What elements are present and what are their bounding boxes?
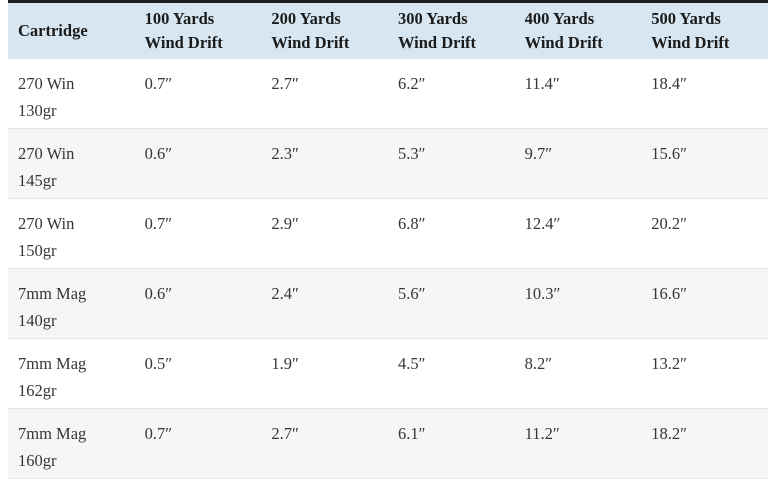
column-header-line1: 100 Yards (144, 9, 215, 28)
cartridge-name: 270 Win (18, 74, 75, 93)
column-header-line2: Wind Drift (397, 33, 477, 52)
value-cell-300-yards: 6.8″ (397, 214, 426, 233)
cartridge-cell: 270 Win 150gr (8, 199, 135, 269)
value-cell-500-yards: 20.2″ (651, 214, 688, 233)
value-cell-400-yards: 10.3″ (524, 284, 561, 303)
value-cell-100-yards: 0.7″ (144, 74, 173, 93)
cartridge-name: 7mm Mag (18, 284, 87, 303)
value-cell-100-yards: 0.5″ (144, 354, 173, 373)
cartridge-cell: 7mm Mag 162gr (8, 339, 135, 409)
cartridge-weight: 145gr (18, 171, 57, 190)
value-cell-200-yards: 2.3″ (271, 144, 299, 163)
cartridge-weight: 162gr (18, 381, 57, 400)
value-cell-100-yards: 0.6″ (144, 284, 173, 303)
cartridge-weight: 160gr (18, 451, 57, 470)
value-cell-300-yards: 6.1″ (397, 424, 426, 443)
value-cell-400-yards: 8.2″ (524, 354, 553, 373)
value-cell-500-yards: 18.4″ (651, 74, 688, 93)
table-header-row: Cartridge 100 Yards Wind Drift 200 Yards… (8, 1, 768, 59)
cartridge-weight: 130gr (18, 101, 57, 120)
cartridge-weight: 140gr (18, 311, 57, 330)
cartridge-cell: 270 Win 130gr (8, 59, 135, 129)
table-row: 7mm Mag 160gr 0.7″ 2.7″ 6.1″ 11.2″ 18.2″ (8, 408, 768, 479)
column-header-line1: 200 Yards (271, 9, 341, 28)
column-header-line1: Cartridge (18, 21, 88, 40)
column-header-line1: 300 Yards (397, 9, 468, 28)
value-cell-400-yards: 11.4″ (524, 74, 560, 93)
cartridge-cell: 7mm Mag 160gr (8, 409, 135, 479)
value-cell-500-yards: 13.2″ (651, 354, 688, 373)
table-row: 270 Win 130gr 0.7″ 2.7″ 6.2″ 11.4″ 18.4″ (8, 59, 768, 129)
value-cell-400-yards: 12.4″ (524, 214, 561, 233)
value-cell-100-yards: 0.7″ (144, 214, 173, 233)
column-header-line2: Wind Drift (524, 33, 603, 52)
column-header-line1: 500 Yards (651, 9, 721, 28)
column-header: 100 Yards Wind Drift (134, 1, 262, 59)
column-header: Cartridge (8, 1, 135, 59)
value-cell-200-yards: 2.4″ (271, 284, 299, 303)
value-cell-300-yards: 6.2″ (397, 74, 426, 93)
value-cell-500-yards: 15.6″ (651, 144, 688, 163)
column-header: 300 Yards Wind Drift (387, 1, 515, 59)
value-cell-300-yards: 4.5″ (397, 354, 426, 373)
table-row: 270 Win 145gr 0.6″ 2.3″ 5.3″ 9.7″ 15.6″ (8, 128, 768, 199)
table-row: 7mm Mag 162gr 0.5″ 1.9″ 4.5″ 8.2″ 13.2″ (8, 338, 768, 409)
value-cell-300-yards: 5.3″ (397, 144, 426, 163)
value-cell-400-yards: 9.7″ (524, 144, 553, 163)
column-header-line2: Wind Drift (271, 33, 350, 52)
cartridge-name: 270 Win (18, 144, 75, 163)
cartridge-name: 7mm Mag (18, 424, 87, 443)
column-header: 200 Yards Wind Drift (261, 1, 388, 59)
column-header-line2: Wind Drift (144, 33, 223, 52)
value-cell-400-yards: 11.2″ (524, 424, 560, 443)
value-cell-200-yards: 2.9″ (271, 214, 299, 233)
table-row: 270 Win 150gr 0.7″ 2.9″ 6.8″ 12.4″ 20.2″ (8, 198, 768, 269)
cartridge-cell: 270 Win 145gr (8, 129, 135, 199)
cartridge-cell: 7mm Mag 140gr (8, 269, 135, 339)
value-cell-100-yards: 0.7″ (144, 424, 173, 443)
cartridge-name: 270 Win (18, 214, 75, 233)
column-header-line2: Wind Drift (651, 33, 730, 52)
value-cell-200-yards: 2.7″ (271, 424, 299, 443)
value-cell-200-yards: 1.9″ (271, 354, 299, 373)
column-header: 400 Yards Wind Drift (514, 1, 642, 59)
value-cell-300-yards: 5.6″ (397, 284, 426, 303)
cartridge-name: 7mm Mag (18, 354, 87, 373)
table-row: 7mm Mag 140gr 0.6″ 2.4″ 5.6″ 10.3″ 16.6″ (8, 268, 768, 339)
column-header: 500 Yards Wind Drift (641, 1, 768, 59)
wind-drift-table: Cartridge 100 Yards Wind Drift 200 Yards… (8, 0, 768, 479)
column-header-line1: 400 Yards (524, 9, 595, 28)
value-cell-500-yards: 18.2″ (651, 424, 688, 443)
value-cell-500-yards: 16.6″ (651, 284, 688, 303)
value-cell-200-yards: 2.7″ (271, 74, 299, 93)
cartridge-weight: 150gr (18, 241, 57, 260)
value-cell-100-yards: 0.6″ (144, 144, 173, 163)
